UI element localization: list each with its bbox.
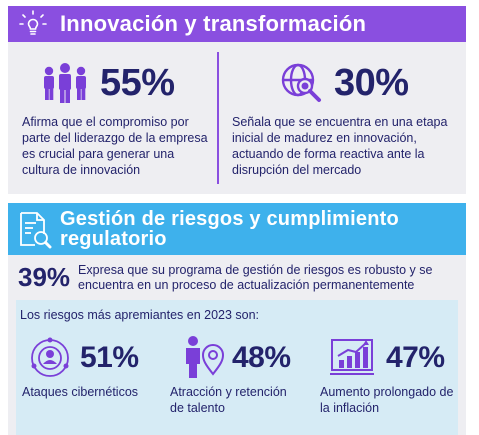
stat-innovation-maturity-value: 30% [334, 62, 409, 104]
stat-risk-program-text: Expresa que su programa de gestión de ri… [78, 263, 433, 292]
innovation-banner: Innovación y transformación [8, 6, 466, 42]
risks-panel [16, 300, 458, 435]
document-search-icon [20, 212, 52, 249]
risk-banner: Gestión de riesgos y cumplimiento regula… [8, 203, 466, 255]
risk-inflation-label: Aumento prolongado de la inflación [320, 385, 454, 415]
people-group-icon [44, 63, 86, 103]
stat-risk-program: 39% Expresa que su programa de gestión d… [18, 262, 456, 293]
person-location-icon [186, 336, 225, 378]
innovation-panel [8, 42, 466, 194]
risk-talent-label: Atracción y retención de talento [170, 385, 287, 415]
stat-innovation-maturity: 30% [280, 62, 409, 104]
stat-leadership-text: Afirma que el compromiso por parte del l… [22, 115, 208, 177]
risk-inflation-value: 47% [386, 341, 445, 374]
section-title-innovation: Innovación y transformación [60, 11, 367, 36]
growth-chart-icon [330, 339, 374, 375]
globe-search-icon [281, 63, 321, 102]
risks-title: Los riesgos más apremiantes en 2023 son: [20, 308, 260, 322]
stat-leadership-value: 55% [100, 62, 175, 104]
stat-innovation-maturity-text: Señala que se encuentra en una etapa ini… [232, 115, 448, 177]
panel-divider [217, 52, 219, 184]
section-title-risk: Gestión de riesgos y cumplimiento regula… [60, 208, 399, 250]
lightbulb-icon [19, 10, 47, 35]
risk-cyber-value: 51% [80, 341, 139, 374]
stat-risk-program-value: 39% [18, 262, 71, 292]
cyber-network-icon [31, 337, 69, 377]
risk-talent-value: 48% [232, 341, 291, 374]
stat-leadership: 55% [38, 62, 175, 104]
risk-cyber-label: Ataques cibernéticos [22, 385, 139, 399]
